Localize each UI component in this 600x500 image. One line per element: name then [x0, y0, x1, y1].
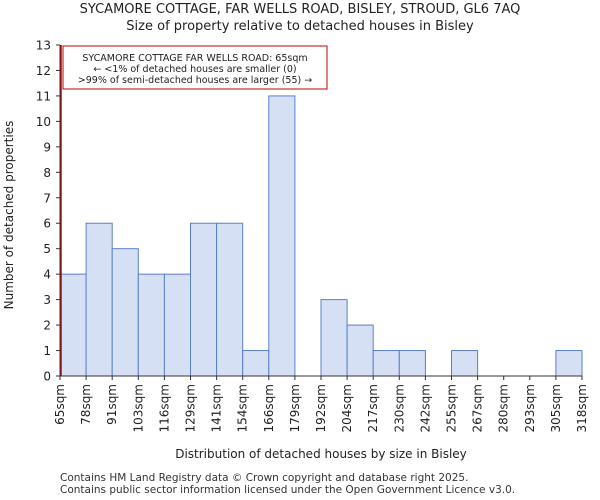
- bar-166sqm: [268, 95, 296, 377]
- y-tick-label: 2: [43, 319, 51, 333]
- y-tick-label: 10: [36, 115, 51, 129]
- bar-65sqm: [59, 273, 87, 377]
- x-tick-label: 116sqm: [157, 384, 171, 432]
- x-tick-label: 103sqm: [131, 384, 145, 432]
- x-tick-label: 78sqm: [79, 384, 93, 425]
- bar-192sqm: [320, 299, 348, 377]
- bar-204sqm: [346, 324, 374, 377]
- bar-230sqm: [398, 350, 426, 377]
- x-tick-label: 280sqm: [497, 384, 511, 432]
- x-tick-label: 179sqm: [288, 384, 302, 432]
- chart-title: SYCAMORE COTTAGE, FAR WELLS ROAD, BISLEY…: [79, 2, 521, 17]
- x-tick-label: 91sqm: [105, 384, 119, 425]
- footer-line-1: Contains HM Land Registry data © Crown c…: [60, 472, 469, 484]
- x-tick-label: 204sqm: [340, 384, 354, 432]
- bar-141sqm: [216, 222, 244, 377]
- x-axis-label: Distribution of detached houses by size …: [175, 447, 467, 461]
- annotation-border: [62, 45, 328, 90]
- x-tick-label: 318sqm: [575, 384, 589, 432]
- x-tick-label: 166sqm: [262, 384, 276, 432]
- x-tick-label: 255sqm: [445, 384, 459, 432]
- bar-78sqm: [85, 222, 113, 377]
- bar-129sqm: [190, 222, 218, 377]
- x-tick-label: 192sqm: [314, 384, 328, 432]
- bar-91sqm: [111, 248, 139, 377]
- bar-255sqm: [451, 350, 479, 377]
- footer-line-2: Contains public sector information licen…: [60, 484, 516, 496]
- x-tick-label: 141sqm: [210, 384, 224, 432]
- x-tick-label: 217sqm: [366, 384, 380, 432]
- y-tick-label: 8: [43, 166, 51, 180]
- y-tick-label: 4: [43, 268, 51, 282]
- annotation-box: SYCAMORE COTTAGE FAR WELLS ROAD: 65sqm ←…: [62, 45, 328, 90]
- y-tick-label: 5: [43, 242, 51, 256]
- x-tick-label: 65sqm: [53, 384, 67, 425]
- x-tick-label: 293sqm: [523, 384, 537, 432]
- bars-group: [59, 95, 583, 377]
- y-axis-label: Number of detached properties: [2, 121, 16, 310]
- y-tick-label: 13: [36, 39, 51, 53]
- y-tick-label: 12: [36, 64, 51, 78]
- bar-305sqm: [555, 350, 583, 377]
- chart-subtitle: Size of property relative to detached ho…: [126, 19, 474, 34]
- x-tick-label: 267sqm: [471, 384, 485, 432]
- y-tick-label: 7: [43, 191, 51, 205]
- y-tick-label: 0: [43, 370, 51, 384]
- annotation-line2: ← <1% of detached houses are smaller (0): [93, 64, 296, 75]
- bar-103sqm: [137, 273, 165, 377]
- bar-116sqm: [163, 273, 191, 377]
- x-tick-label: 242sqm: [418, 384, 432, 432]
- y-tick-label: 3: [43, 293, 51, 307]
- x-tick-label: 230sqm: [392, 384, 406, 432]
- bar-217sqm: [372, 350, 400, 377]
- y-tick-label: 1: [43, 344, 51, 358]
- x-tick-label: 305sqm: [549, 384, 563, 432]
- y-tick-label: 11: [36, 89, 51, 103]
- y-tick-label: 9: [43, 140, 51, 154]
- annotation-line3: >99% of semi-detached houses are larger …: [78, 75, 312, 86]
- bar-154sqm: [242, 350, 270, 377]
- x-ticks-group: 65sqm 78sqm 91sqm 103sqm 116sqm 129sqm 141sqm 1…: [53, 376, 589, 432]
- x-tick-label: 154sqm: [236, 384, 250, 432]
- x-tick-label: 129sqm: [184, 384, 198, 432]
- annotation-line1: SYCAMORE COTTAGE FAR WELLS ROAD: 65sqm: [82, 53, 307, 64]
- y-tick-label: 6: [43, 217, 51, 231]
